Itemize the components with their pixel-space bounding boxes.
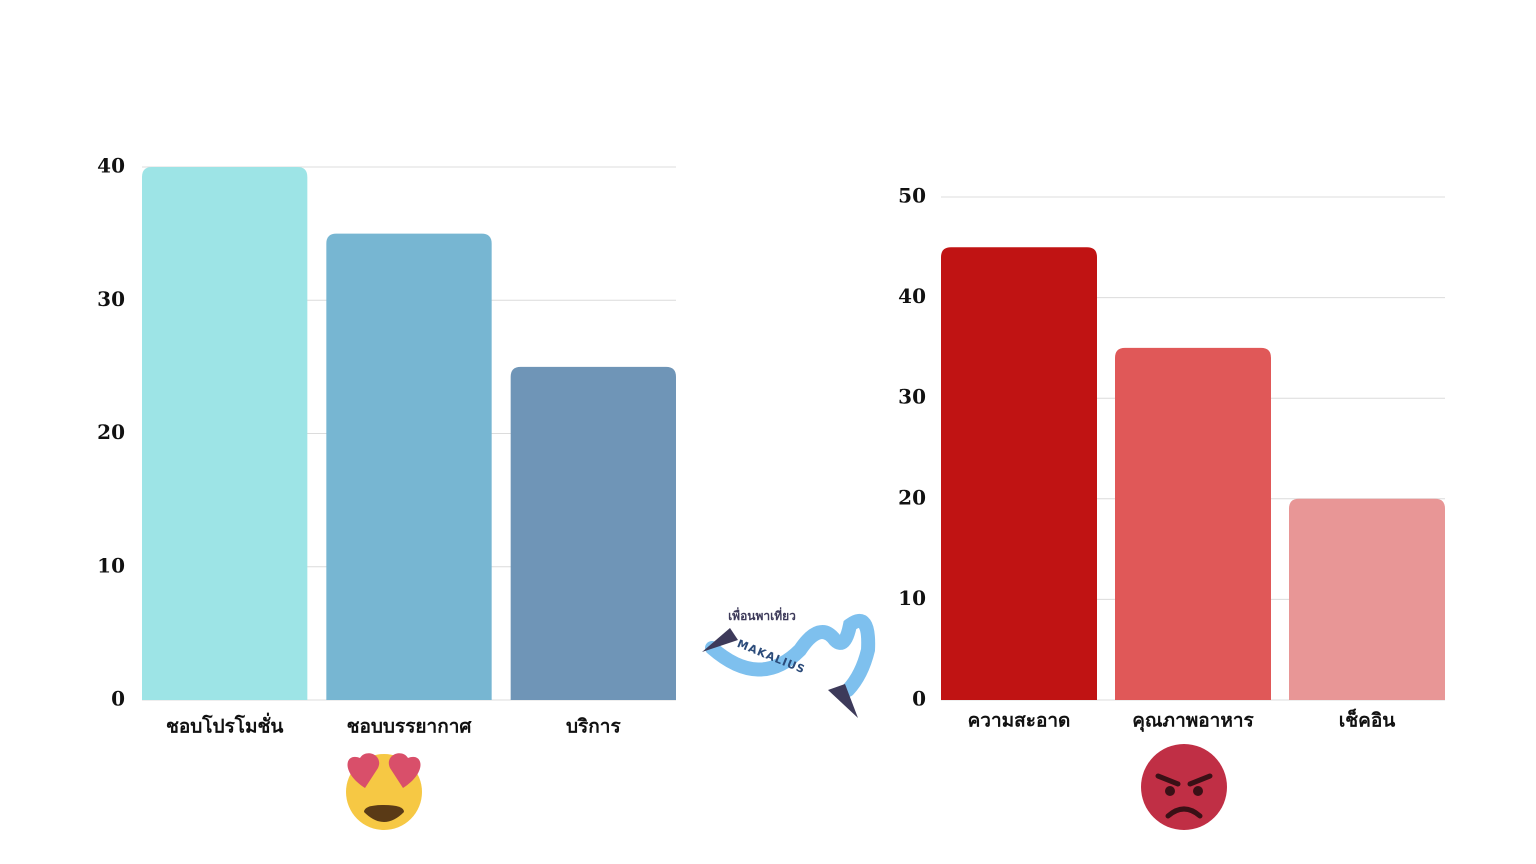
x-tick-label: บริการ <box>566 716 621 738</box>
bar <box>142 167 308 700</box>
emoji-happy <box>346 753 422 830</box>
emoji-heart <box>388 753 421 788</box>
emoji-mouth <box>1165 806 1203 819</box>
logo-shoe <box>702 628 738 652</box>
x-tick-label: คุณภาพอาหาร <box>1132 710 1254 733</box>
emoji-mouth <box>364 805 404 822</box>
emoji-angry <box>1141 744 1227 830</box>
x-tick-label: เช็คอิน <box>1339 708 1396 732</box>
y-tick-label: 20 <box>898 485 926 509</box>
bar <box>510 366 676 700</box>
logo-shoe <box>828 684 858 718</box>
logo-swoosh <box>705 614 876 697</box>
bar <box>1289 498 1445 700</box>
bar <box>1115 347 1271 700</box>
y-tick-label: 50 <box>898 184 926 208</box>
logo-tagline: เพื่อนพาเที่ยว <box>728 607 796 623</box>
bar <box>326 233 492 700</box>
y-tick-label: 40 <box>97 154 125 178</box>
emoji-heart <box>347 753 380 788</box>
y-tick-label: 10 <box>898 586 926 610</box>
emoji-eye <box>1165 786 1175 796</box>
bar <box>941 247 1097 701</box>
x-tick-label: ชอบโปรโมชั่น <box>166 713 283 738</box>
x-tick-label: ความสะอาด <box>968 710 1071 732</box>
emoji-brow <box>1187 773 1213 787</box>
y-tick-label: 0 <box>111 687 125 711</box>
y-tick-label: 30 <box>97 287 125 311</box>
emoji-face <box>1141 744 1227 830</box>
emoji-brow <box>1155 773 1181 787</box>
y-tick-label: 30 <box>898 385 926 409</box>
y-tick-label: 0 <box>912 687 926 711</box>
charts: 0 10 20 30 40 ชอบโปรโมชั่น ชอบบรรยากาศ บริการ 0 1… <box>97 154 1445 738</box>
y-tick-label: 40 <box>898 284 926 308</box>
y-tick-label: 20 <box>97 420 125 444</box>
x-tick-label: ชอบบรรยากาศ <box>347 716 473 738</box>
emoji-eye <box>1193 786 1203 796</box>
y-tick-label: 10 <box>97 553 125 577</box>
